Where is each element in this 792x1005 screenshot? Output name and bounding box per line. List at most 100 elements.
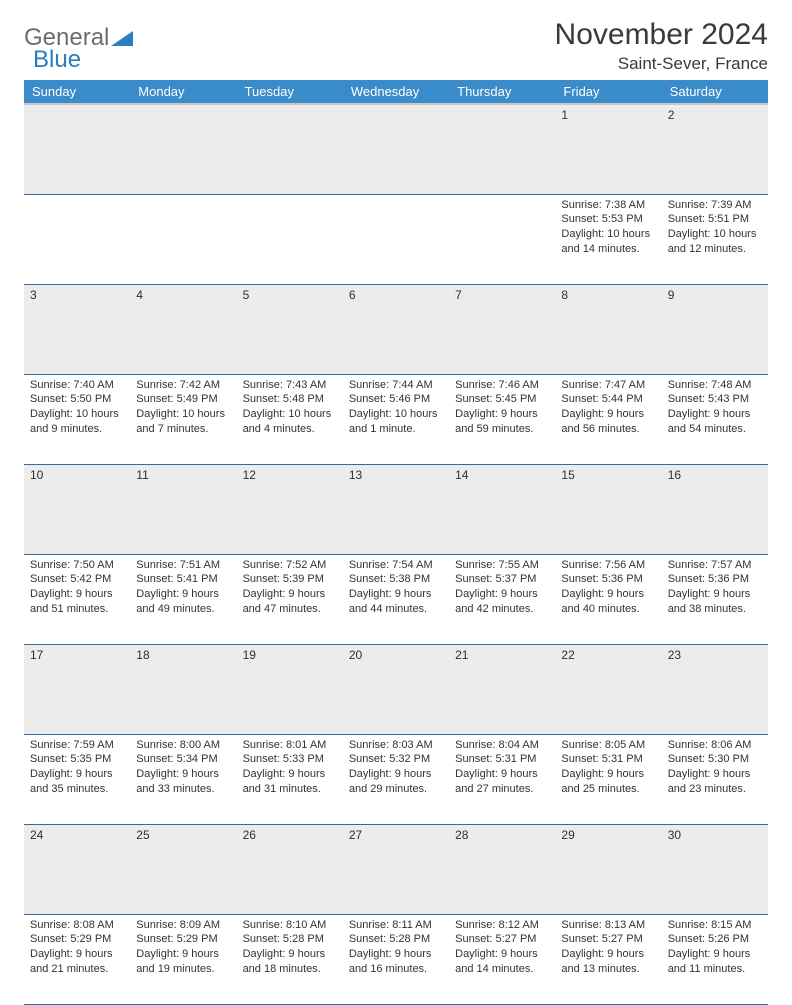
daylight-text: Daylight: 9 hours and 21 minutes. xyxy=(30,947,124,977)
daylight-text: Daylight: 9 hours and 40 minutes. xyxy=(561,587,655,617)
daylight-text: Daylight: 9 hours and 31 minutes. xyxy=(243,767,337,797)
sunrise-text: Sunrise: 7:59 AM xyxy=(30,738,124,753)
sunrise-text: Sunrise: 8:00 AM xyxy=(136,738,230,753)
day-number: 9 xyxy=(668,288,675,302)
day-number: 6 xyxy=(349,288,356,302)
day-header: Thursday xyxy=(449,80,555,104)
sunrise-text: Sunrise: 7:54 AM xyxy=(349,558,443,573)
day-cell: Sunrise: 7:38 AMSunset: 5:53 PMDaylight:… xyxy=(555,194,661,284)
calendar-head: Sunday Monday Tuesday Wednesday Thursday… xyxy=(24,80,768,104)
day-number: 4 xyxy=(136,288,143,302)
day-number-row: 3456789 xyxy=(24,284,768,374)
day-cell xyxy=(343,194,449,284)
day-cell-content: Sunrise: 7:39 AMSunset: 5:51 PMDaylight:… xyxy=(668,198,762,257)
sunset-text: Sunset: 5:26 PM xyxy=(668,932,762,947)
day-number-cell: 7 xyxy=(449,284,555,374)
sunset-text: Sunset: 5:36 PM xyxy=(561,572,655,587)
day-number-cell: 28 xyxy=(449,824,555,914)
day-cell-content: Sunrise: 8:08 AMSunset: 5:29 PMDaylight:… xyxy=(30,918,124,977)
sunrise-text: Sunrise: 7:43 AM xyxy=(243,378,337,393)
sunrise-text: Sunrise: 8:15 AM xyxy=(668,918,762,933)
day-cell: Sunrise: 8:15 AMSunset: 5:26 PMDaylight:… xyxy=(662,914,768,1004)
day-cell-content: Sunrise: 8:01 AMSunset: 5:33 PMDaylight:… xyxy=(243,738,337,797)
day-number: 26 xyxy=(243,828,256,842)
daylight-text: Daylight: 10 hours and 14 minutes. xyxy=(561,227,655,257)
calendar-body: 12Sunrise: 7:38 AMSunset: 5:53 PMDayligh… xyxy=(24,104,768,1004)
day-number-cell: 4 xyxy=(130,284,236,374)
day-number-cell: 20 xyxy=(343,644,449,734)
day-cell: Sunrise: 8:11 AMSunset: 5:28 PMDaylight:… xyxy=(343,914,449,1004)
day-number-cell: 6 xyxy=(343,284,449,374)
sunset-text: Sunset: 5:42 PM xyxy=(30,572,124,587)
day-cell-content: Sunrise: 8:11 AMSunset: 5:28 PMDaylight:… xyxy=(349,918,443,977)
daylight-text: Daylight: 9 hours and 47 minutes. xyxy=(243,587,337,617)
sunset-text: Sunset: 5:45 PM xyxy=(455,392,549,407)
day-number-cell: 29 xyxy=(555,824,661,914)
day-cell: Sunrise: 7:43 AMSunset: 5:48 PMDaylight:… xyxy=(237,374,343,464)
day-cell-content: Sunrise: 8:00 AMSunset: 5:34 PMDaylight:… xyxy=(136,738,230,797)
day-number-cell: 18 xyxy=(130,644,236,734)
sunset-text: Sunset: 5:31 PM xyxy=(561,752,655,767)
sunrise-text: Sunrise: 7:52 AM xyxy=(243,558,337,573)
day-number-cell: 5 xyxy=(237,284,343,374)
day-cell-content: Sunrise: 7:38 AMSunset: 5:53 PMDaylight:… xyxy=(561,198,655,257)
day-content-row: Sunrise: 8:08 AMSunset: 5:29 PMDaylight:… xyxy=(24,914,768,1004)
sunset-text: Sunset: 5:29 PM xyxy=(30,932,124,947)
day-header: Wednesday xyxy=(343,80,449,104)
daylight-text: Daylight: 9 hours and 18 minutes. xyxy=(243,947,337,977)
day-number: 14 xyxy=(455,468,468,482)
sunrise-text: Sunrise: 7:50 AM xyxy=(30,558,124,573)
day-number: 5 xyxy=(243,288,250,302)
daylight-text: Daylight: 10 hours and 9 minutes. xyxy=(30,407,124,437)
day-cell-content: Sunrise: 8:10 AMSunset: 5:28 PMDaylight:… xyxy=(243,918,337,977)
day-cell: Sunrise: 7:59 AMSunset: 5:35 PMDaylight:… xyxy=(24,734,130,824)
sunset-text: Sunset: 5:49 PM xyxy=(136,392,230,407)
sunset-text: Sunset: 5:44 PM xyxy=(561,392,655,407)
day-cell: Sunrise: 8:04 AMSunset: 5:31 PMDaylight:… xyxy=(449,734,555,824)
day-content-row: Sunrise: 7:38 AMSunset: 5:53 PMDaylight:… xyxy=(24,194,768,284)
sunset-text: Sunset: 5:37 PM xyxy=(455,572,549,587)
day-number-cell: 27 xyxy=(343,824,449,914)
daylight-text: Daylight: 10 hours and 4 minutes. xyxy=(243,407,337,437)
day-number: 18 xyxy=(136,648,149,662)
day-number-cell: 19 xyxy=(237,644,343,734)
day-number: 19 xyxy=(243,648,256,662)
day-cell: Sunrise: 7:51 AMSunset: 5:41 PMDaylight:… xyxy=(130,554,236,644)
daylight-text: Daylight: 9 hours and 51 minutes. xyxy=(30,587,124,617)
sunrise-text: Sunrise: 7:42 AM xyxy=(136,378,230,393)
day-number-cell: 23 xyxy=(662,644,768,734)
daylight-text: Daylight: 9 hours and 33 minutes. xyxy=(136,767,230,797)
day-cell-content: Sunrise: 7:54 AMSunset: 5:38 PMDaylight:… xyxy=(349,558,443,617)
day-cell xyxy=(237,194,343,284)
page-header: General November 2024 Saint-Sever, Franc… xyxy=(24,18,768,74)
day-header: Sunday xyxy=(24,80,130,104)
sunset-text: Sunset: 5:27 PM xyxy=(455,932,549,947)
day-number: 2 xyxy=(668,108,675,122)
day-number-cell xyxy=(130,104,236,194)
calendar-page: General November 2024 Saint-Sever, Franc… xyxy=(0,0,792,612)
day-number: 13 xyxy=(349,468,362,482)
sunrise-text: Sunrise: 7:39 AM xyxy=(668,198,762,213)
daylight-text: Daylight: 9 hours and 23 minutes. xyxy=(668,767,762,797)
daylight-text: Daylight: 9 hours and 16 minutes. xyxy=(349,947,443,977)
day-cell-content: Sunrise: 7:40 AMSunset: 5:50 PMDaylight:… xyxy=(30,378,124,437)
day-cell: Sunrise: 8:13 AMSunset: 5:27 PMDaylight:… xyxy=(555,914,661,1004)
day-number-cell: 26 xyxy=(237,824,343,914)
day-cell: Sunrise: 8:10 AMSunset: 5:28 PMDaylight:… xyxy=(237,914,343,1004)
day-cell: Sunrise: 7:44 AMSunset: 5:46 PMDaylight:… xyxy=(343,374,449,464)
sunset-text: Sunset: 5:33 PM xyxy=(243,752,337,767)
day-number-row: 12 xyxy=(24,104,768,194)
day-cell: Sunrise: 8:09 AMSunset: 5:29 PMDaylight:… xyxy=(130,914,236,1004)
day-cell: Sunrise: 7:57 AMSunset: 5:36 PMDaylight:… xyxy=(662,554,768,644)
sunset-text: Sunset: 5:34 PM xyxy=(136,752,230,767)
day-cell xyxy=(449,194,555,284)
day-number-cell xyxy=(343,104,449,194)
day-number: 22 xyxy=(561,648,574,662)
day-content-row: Sunrise: 7:40 AMSunset: 5:50 PMDaylight:… xyxy=(24,374,768,464)
sunrise-text: Sunrise: 8:03 AM xyxy=(349,738,443,753)
day-cell: Sunrise: 8:00 AMSunset: 5:34 PMDaylight:… xyxy=(130,734,236,824)
daylight-text: Daylight: 9 hours and 27 minutes. xyxy=(455,767,549,797)
day-cell: Sunrise: 8:12 AMSunset: 5:27 PMDaylight:… xyxy=(449,914,555,1004)
day-number: 20 xyxy=(349,648,362,662)
day-cell: Sunrise: 7:48 AMSunset: 5:43 PMDaylight:… xyxy=(662,374,768,464)
